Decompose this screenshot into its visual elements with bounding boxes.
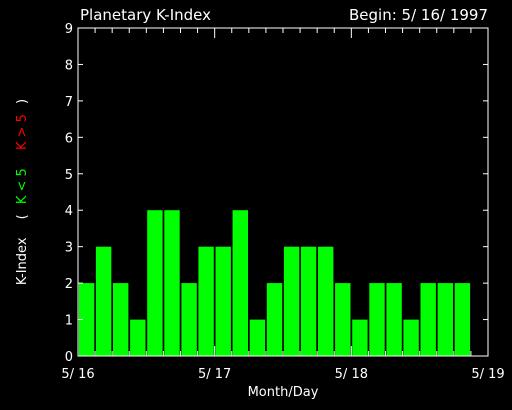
x-tick-label: 5/ 19 (471, 367, 504, 382)
k-index-bar (386, 283, 402, 356)
k-index-bar (266, 283, 283, 356)
y-tick-label: 9 (65, 22, 73, 37)
y-axis-label-main: K-Index (15, 237, 30, 285)
k-index-bar (454, 283, 471, 356)
x-tick-label: 5/ 16 (61, 367, 94, 382)
k-index-bar (437, 283, 453, 356)
begin-date: Begin: 5/ 16/ 1997 (349, 6, 488, 24)
k-index-bar (369, 283, 385, 356)
x-tick-label: 5/ 17 (198, 367, 231, 382)
x-axis-label: Month/Day (248, 385, 319, 400)
y-tick-label: 7 (65, 95, 73, 110)
y-tick-label: 8 (65, 58, 73, 73)
x-axis: 5/ 16 5/ 17 5/ 18 5/ 19 (61, 28, 505, 382)
y-tick-label: 6 (65, 131, 73, 146)
chart-title: Planetary K-Index (80, 6, 211, 24)
k-index-bar (164, 210, 180, 356)
bar-series (78, 210, 471, 356)
y-axis-label-low: K < 5 (15, 168, 30, 204)
k-index-bar (283, 246, 300, 356)
y-tick-label: 4 (65, 204, 73, 219)
k-index-bar (403, 319, 419, 356)
k-index-bar (335, 283, 351, 356)
y-axis-label-high: K > 5 (15, 114, 30, 150)
k-index-bar (181, 283, 197, 356)
k-index-bar (249, 319, 266, 356)
x-tick-label: 5/ 18 (335, 367, 368, 382)
k-index-bar (300, 246, 317, 356)
k-index-bar (215, 246, 231, 356)
y-tick-label: 3 (65, 241, 73, 256)
y-tick-label: 1 (65, 314, 73, 329)
y-axis-label: K-Index ( K < 5 K > 5 ) (15, 99, 30, 285)
y-axis-label-close: ) (15, 99, 30, 104)
y-tick-label: 0 (65, 350, 73, 365)
k-index-bar (130, 319, 146, 356)
y-tick-label: 2 (65, 277, 73, 292)
k-index-bar (113, 283, 129, 356)
y-tick-label: 5 (65, 168, 73, 183)
k-index-bar (232, 210, 248, 356)
k-index-bar (78, 283, 95, 356)
k-index-bar (95, 246, 112, 356)
k-index-bar (420, 283, 436, 356)
y-axis-label-open: ( (15, 214, 30, 219)
k-index-bar (147, 210, 163, 356)
k-index-bar (198, 246, 214, 356)
y-axis: 0 1 2 3 4 5 6 7 8 9 (65, 22, 488, 365)
k-index-bar (318, 246, 334, 356)
k-index-bar (352, 319, 368, 356)
